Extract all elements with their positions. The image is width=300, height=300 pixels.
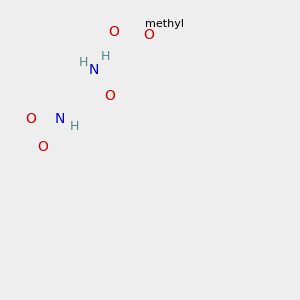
Text: O: O	[26, 112, 36, 126]
Text: H: H	[69, 120, 79, 134]
Text: H: H	[78, 56, 88, 69]
Text: N: N	[89, 62, 99, 76]
Text: methyl: methyl	[145, 19, 184, 29]
Text: H: H	[100, 50, 110, 63]
Text: O: O	[109, 26, 120, 39]
Text: O: O	[104, 88, 115, 103]
Text: N: N	[54, 112, 65, 126]
Text: O: O	[37, 140, 48, 154]
Text: O: O	[143, 28, 154, 42]
